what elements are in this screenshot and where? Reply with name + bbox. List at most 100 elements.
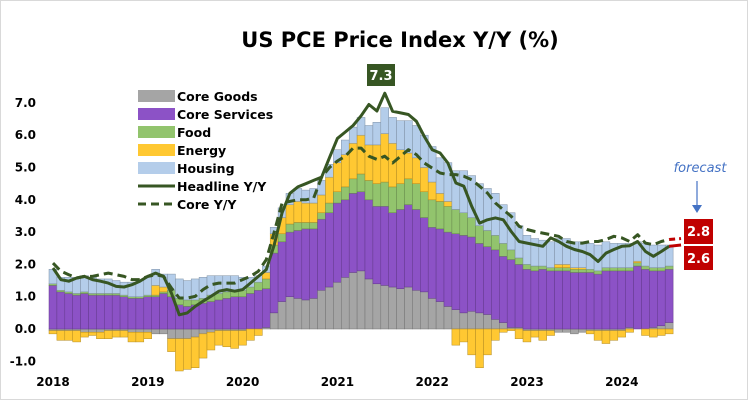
- bar-core-services: [554, 270, 563, 330]
- x-tick-label: 2023: [510, 375, 543, 389]
- bar-core-goods: [420, 291, 429, 330]
- bar-energy: [254, 328, 263, 336]
- legend-label-housing: Housing: [177, 161, 235, 176]
- bar-core-goods: [301, 299, 310, 330]
- bar-food: [183, 299, 192, 307]
- bar-energy: [664, 328, 674, 335]
- bar-core-goods: [309, 298, 318, 330]
- bar-core-goods: [657, 325, 666, 330]
- bar-energy: [435, 193, 445, 202]
- bar-food: [459, 212, 468, 236]
- bar-food: [443, 206, 453, 233]
- bar-core-services: [609, 270, 619, 330]
- bar-core-goods: [554, 328, 563, 333]
- bar-core-goods: [404, 286, 413, 330]
- bar-core-goods: [499, 322, 508, 330]
- bar-food: [499, 243, 508, 257]
- bar-core-services: [483, 246, 492, 315]
- bar-core-services: [601, 270, 611, 330]
- bar-food: [80, 291, 89, 294]
- bar-food: [325, 202, 334, 213]
- bar-core-goods: [206, 328, 216, 333]
- bar-core-goods: [380, 285, 389, 330]
- bar-energy: [333, 162, 342, 192]
- bar-energy: [641, 328, 650, 336]
- bar-core-services: [88, 294, 97, 330]
- bar-energy: [230, 330, 239, 349]
- forecast-core-box: [684, 219, 713, 244]
- bar-core-services: [127, 298, 137, 330]
- bar-food: [64, 291, 73, 294]
- bar-food: [467, 217, 476, 238]
- bar-core-services: [238, 296, 247, 330]
- bar-core-goods: [317, 289, 326, 330]
- bar-energy: [222, 330, 231, 348]
- bar-core-goods: [151, 328, 160, 335]
- bar-core-services: [341, 199, 350, 278]
- bar-energy: [499, 328, 508, 333]
- bar-core-services: [578, 272, 587, 330]
- bar-core-goods: [388, 286, 397, 330]
- bar-food: [578, 269, 587, 273]
- bar-core-services: [48, 285, 58, 330]
- bar-energy: [562, 264, 571, 268]
- bar-food: [570, 269, 579, 273]
- bar-energy: [159, 286, 168, 293]
- bar-food: [420, 191, 429, 218]
- bar-food: [356, 173, 366, 192]
- x-tick-label: 2022: [415, 375, 448, 389]
- bar-core-goods: [127, 328, 137, 333]
- x-tick-label: 2019: [131, 375, 164, 389]
- bar-food: [451, 209, 461, 234]
- bar-energy: [301, 202, 310, 223]
- legend-label-core-services: Core Services: [177, 107, 273, 122]
- bar-food: [491, 235, 500, 251]
- bar-energy: [404, 152, 413, 180]
- bar-core-goods: [364, 278, 374, 330]
- bar-energy: [72, 330, 81, 343]
- bar-energy: [356, 134, 366, 175]
- bar-housing: [364, 125, 374, 146]
- bar-food: [625, 267, 634, 272]
- bar-food: [412, 183, 421, 210]
- bar-energy: [364, 144, 374, 181]
- bar-core-goods: [96, 328, 105, 333]
- y-tick-label: 4.0: [15, 193, 36, 207]
- legend-label-energy: Energy: [177, 143, 226, 158]
- bar-food: [562, 267, 571, 272]
- bar-core-goods: [435, 301, 445, 330]
- bar-housing: [119, 281, 129, 296]
- bar-core-services: [293, 230, 303, 299]
- bar-core-goods: [348, 272, 358, 330]
- bar-core-services: [570, 272, 579, 330]
- bar-energy: [175, 338, 184, 372]
- bar-core-goods: [222, 328, 231, 331]
- bar-food: [633, 262, 642, 267]
- bar-energy: [151, 285, 160, 296]
- bar-core-services: [459, 235, 468, 314]
- bar-core-goods: [491, 319, 500, 330]
- bar-energy: [420, 167, 429, 192]
- y-axis: -1.0 0.0 1.0 2.0 3.0 4.0 5.0 6.0 7.0: [10, 96, 36, 368]
- bar-food: [159, 291, 168, 294]
- bar-energy: [206, 331, 216, 351]
- bar-core-services: [593, 273, 603, 330]
- bar-core-services: [135, 298, 145, 330]
- bar-food: [404, 178, 413, 205]
- bar-energy: [293, 201, 303, 223]
- y-tick-label: 3.0: [15, 225, 36, 239]
- bar-food: [309, 222, 318, 230]
- bar-energy: [64, 330, 73, 341]
- bar-energy: [104, 330, 113, 339]
- bar-core-goods: [48, 328, 58, 331]
- bar-food: [222, 291, 231, 299]
- bar-housing: [435, 157, 445, 194]
- bar-housing: [143, 277, 152, 296]
- bar-housing: [372, 122, 382, 146]
- bar-energy: [96, 331, 105, 339]
- bar-core-services: [104, 294, 113, 330]
- bar-core-services: [356, 191, 366, 272]
- bar-core-services: [451, 233, 461, 310]
- bar-core-services: [427, 227, 437, 299]
